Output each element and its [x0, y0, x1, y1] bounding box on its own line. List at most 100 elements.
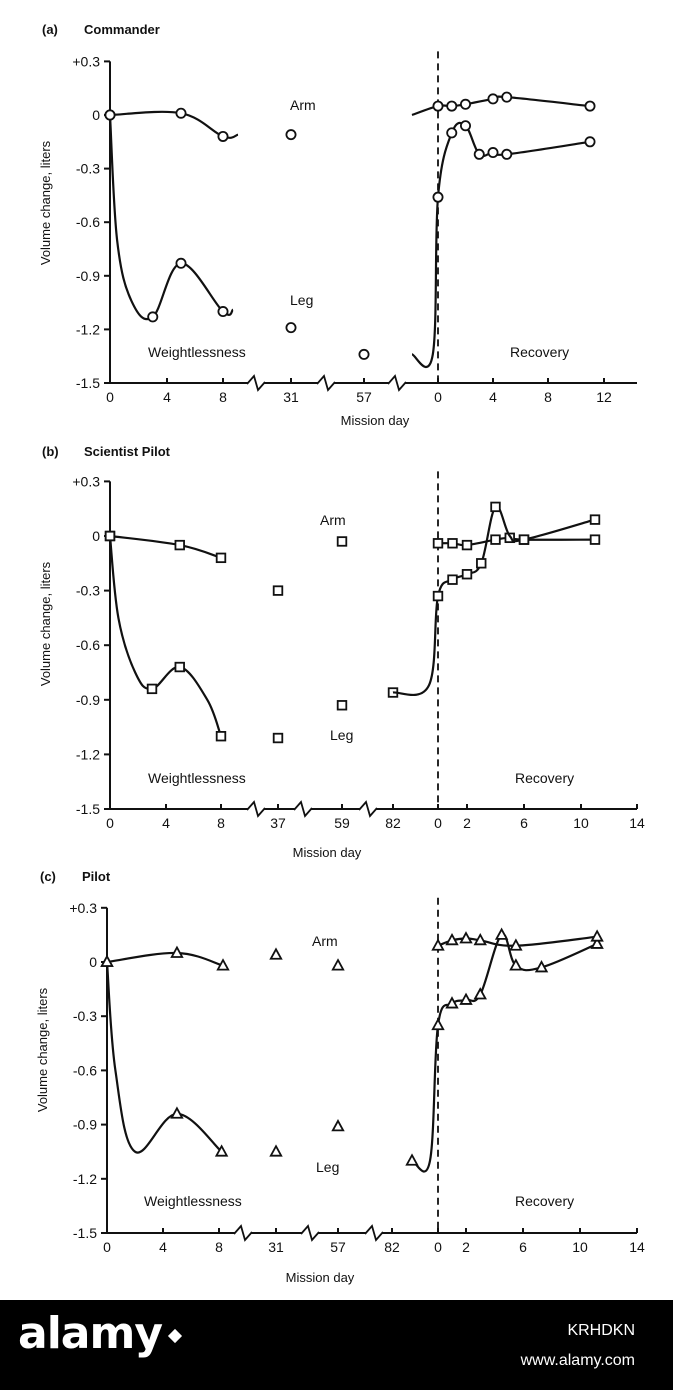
series-leg-weightlessness-point [217, 306, 229, 318]
series-leg-recovery-point [589, 514, 601, 525]
x-tick-label: 0 [434, 815, 442, 831]
x-tick-label: 37 [270, 815, 286, 831]
x-axis-title: Mission day [286, 1270, 355, 1285]
series-arm-recovery-point [589, 534, 601, 545]
series-leg-weightlessness-point [170, 1106, 184, 1119]
y-tick-label: -1.5 [76, 801, 100, 817]
series-leg-recovery-point [432, 191, 444, 203]
series-leg-weightlessness-point [215, 731, 227, 742]
series-leg-recovery-point [473, 148, 485, 160]
axis-break-mark [293, 800, 313, 818]
axis-break-mark [316, 374, 336, 392]
series-leg-weightlessness-point [104, 109, 116, 121]
series-arm-recovery-point [487, 93, 499, 105]
weightlessness-annotation: Weightlessness [148, 344, 246, 360]
series-arm-recovery-point [473, 932, 487, 946]
leg-annotation: Leg [290, 292, 313, 308]
x-tick-label: 57 [330, 1239, 346, 1255]
series-arm-weightlessness-point [331, 958, 345, 971]
recovery-annotation: Recovery [515, 770, 574, 786]
x-tick-label: 82 [384, 1239, 400, 1255]
series-leg-recovery-point [590, 936, 604, 949]
series-leg-weightlessness-point [104, 530, 116, 542]
x-tick-label: 31 [268, 1239, 284, 1255]
image-code: KRHDKN [567, 1322, 635, 1339]
x-tick-label: 82 [385, 815, 401, 831]
axis-break-mark [387, 374, 407, 392]
x-tick-label: 0 [434, 1239, 442, 1255]
series-arm-recovery-point [446, 100, 458, 112]
series-leg-recovery-line [392, 505, 596, 696]
series-leg-weightlessness-point [100, 954, 114, 967]
y-tick-label: +0.3 [69, 900, 97, 916]
series-arm-weightlessness-line [109, 534, 222, 559]
x-tick-label: 59 [334, 815, 350, 831]
series-arm-recovery-point [501, 91, 513, 103]
x-tick-label: 8 [219, 389, 227, 405]
series-arm-weightlessness-point [215, 552, 227, 564]
y-tick-label: -1.2 [73, 1171, 97, 1187]
x-tick-label: 57 [356, 389, 372, 405]
x-tick-label: 12 [596, 389, 612, 405]
x-tick-label: 8 [544, 389, 552, 405]
x-tick-label: 4 [489, 389, 497, 405]
y-axis-title: Volume change, liters [38, 140, 53, 265]
panel-label: (b) [42, 444, 59, 459]
y-tick-label: -0.6 [76, 214, 100, 230]
chart-panel-3: (c) Pilot +0.3 0 -0.3 -0.6 -0.9 -1.2 -1.5 Volume … [35, 869, 645, 1285]
series-leg-recovery-point [490, 501, 501, 513]
y-tick-label: -1.5 [76, 375, 100, 391]
y-tick-label: +0.3 [72, 53, 100, 69]
series-leg-recovery-point [459, 120, 471, 132]
x-tick-label: 0 [434, 389, 442, 405]
panel-subject: Commander [84, 22, 160, 37]
panel-subject: Scientist Pilot [84, 444, 171, 459]
axis-break-mark [246, 374, 266, 392]
series-leg-recovery-point [432, 590, 444, 602]
series-leg-weightlessness-point [285, 322, 297, 334]
x-tick-label: 14 [629, 1239, 645, 1255]
series-leg-recovery-point [509, 958, 523, 971]
x-tick-label: 10 [573, 815, 589, 831]
y-tick-label: -0.9 [76, 268, 100, 284]
logo-diamond-icon [167, 1328, 183, 1344]
series-leg-recovery-point [494, 927, 509, 940]
x-tick-label: 4 [163, 389, 171, 405]
series-arm-weightlessness-point [269, 947, 283, 960]
axis-break-mark [246, 800, 266, 818]
series-leg-weightlessness-point [336, 700, 348, 711]
series-leg-weightlessness-line [108, 535, 223, 737]
series-leg-recovery-point [405, 1153, 419, 1166]
panel-label: (a) [42, 22, 58, 37]
watermark-banner: alamy KRHDKN www.alamy.com [0, 1300, 673, 1390]
y-tick-label: -0.9 [73, 1117, 97, 1133]
panel-label: (c) [40, 869, 56, 884]
series-leg-weightlessness-point [147, 311, 159, 323]
series-arm-recovery-point [461, 539, 473, 551]
x-tick-label: 6 [519, 1239, 527, 1255]
arm-annotation: Arm [312, 933, 338, 949]
recovery-annotation: Recovery [510, 344, 569, 360]
series-arm-weightlessness-line [106, 951, 224, 967]
x-tick-label: 8 [217, 815, 225, 831]
series-leg-recovery-point [473, 987, 487, 1000]
chart-panel-1: (a) Commander +0.3 0 -0.3 -0.6 -0.9 -1.2 -1.5 Vol… [38, 22, 637, 428]
x-tick-label: 2 [462, 1239, 470, 1255]
series-leg-recovery-point [445, 996, 459, 1009]
arm-annotation: Arm [290, 97, 316, 113]
site-url: www.alamy.com [520, 1352, 635, 1369]
y-tick-label: 0 [92, 528, 100, 544]
panel-subject: Pilot [82, 869, 111, 884]
x-tick-label: 31 [283, 389, 299, 405]
weightlessness-annotation: Weightlessness [148, 770, 246, 786]
x-tick-label: 2 [463, 815, 471, 831]
series-arm-recovery-point [490, 534, 501, 545]
series-arm-weightlessness-point [217, 130, 229, 142]
series-leg-weightlessness-point [214, 1144, 229, 1157]
y-tick-label: -1.5 [73, 1225, 97, 1241]
series-leg-recovery-point [431, 1017, 445, 1031]
series-leg-weightlessness-point [146, 683, 158, 695]
series-arm-recovery-point [447, 538, 458, 549]
x-tick-label: 0 [106, 389, 114, 405]
series-leg-recovery-point [459, 992, 473, 1005]
